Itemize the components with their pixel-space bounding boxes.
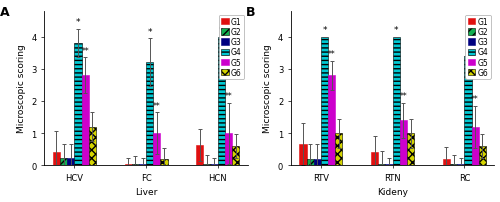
X-axis label: Liver: Liver [135, 187, 158, 197]
Bar [74, 44, 82, 165]
Bar [392, 37, 400, 165]
Text: A: A [0, 6, 9, 19]
Text: **: ** [153, 101, 160, 110]
Text: *: * [76, 18, 80, 27]
Y-axis label: Microscopic scoring: Microscopic scoring [264, 44, 272, 133]
Bar [53, 152, 60, 165]
Bar [472, 127, 478, 165]
Bar [328, 76, 336, 165]
Bar [443, 159, 450, 165]
Text: **: ** [471, 95, 479, 104]
Text: *: * [466, 27, 470, 36]
Bar [464, 57, 471, 165]
Bar [124, 164, 132, 165]
Bar [204, 164, 210, 165]
Bar [371, 153, 378, 165]
Text: **: ** [400, 92, 407, 100]
Bar [89, 127, 96, 165]
Bar [378, 164, 386, 165]
Bar [386, 164, 392, 165]
Y-axis label: Microscopic scoring: Microscopic scoring [16, 44, 26, 133]
Bar [82, 76, 89, 165]
Bar [407, 133, 414, 165]
Text: B: B [246, 6, 256, 19]
Bar [478, 146, 486, 165]
Text: **: ** [328, 50, 336, 59]
X-axis label: Kideny: Kideny [377, 187, 408, 197]
Text: *: * [394, 26, 398, 35]
Bar [306, 159, 314, 165]
Bar [225, 133, 232, 165]
Bar [60, 158, 67, 165]
Bar [232, 146, 239, 165]
Text: *: * [322, 26, 327, 35]
Bar [300, 145, 306, 165]
Bar [154, 133, 160, 165]
Text: *: * [219, 26, 224, 35]
Bar [160, 160, 168, 165]
Bar [132, 164, 139, 165]
Bar [450, 164, 457, 165]
Bar [336, 133, 342, 165]
Legend: G1, G2, G3, G4, G5, G6: G1, G2, G3, G4, G5, G6 [219, 16, 244, 80]
Bar [218, 37, 225, 165]
Bar [314, 159, 321, 165]
Bar [400, 121, 407, 165]
Bar [196, 146, 203, 165]
Bar [139, 164, 146, 165]
Bar [457, 164, 464, 165]
Text: *: * [148, 27, 152, 36]
Bar [210, 164, 218, 165]
Text: **: ** [224, 92, 232, 100]
Bar [67, 158, 74, 165]
Text: **: ** [82, 47, 89, 56]
Bar [321, 37, 328, 165]
Bar [146, 63, 154, 165]
Legend: G1, G2, G3, G4, G5, G6: G1, G2, G3, G4, G5, G6 [466, 16, 490, 80]
